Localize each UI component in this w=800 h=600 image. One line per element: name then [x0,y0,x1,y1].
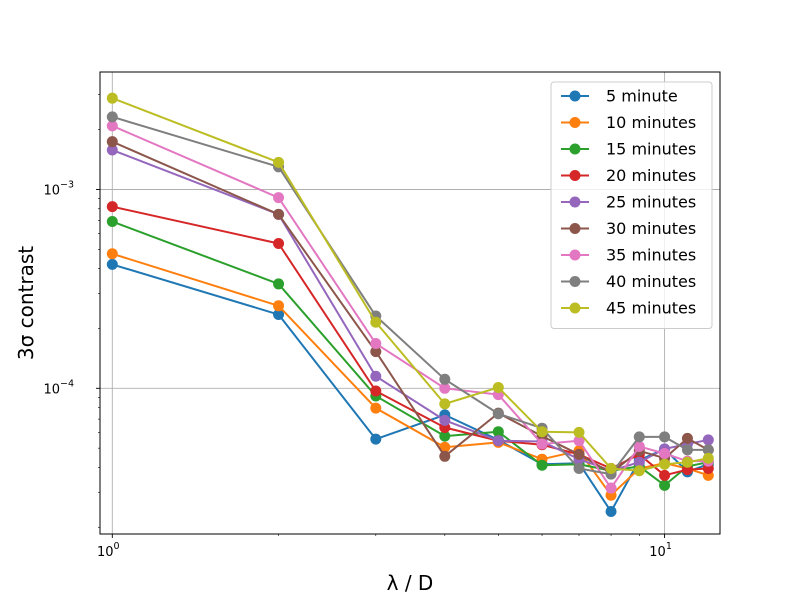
legend-label: 10 minutes [606,113,696,132]
legend-label: 20 minutes [606,166,696,185]
series-9 [106,92,714,477]
legend-label: 15 minutes [606,140,696,159]
data-point [273,208,285,220]
data-point [681,456,693,468]
data-point [370,316,382,328]
data-point [633,456,645,468]
data-point [492,408,504,420]
data-point [106,216,118,228]
legend-marker [569,170,581,181]
legend-entry: 5 minute [561,87,678,106]
y-tick-exponent: −4 [60,378,74,389]
legend-marker [569,302,581,314]
data-point [702,444,714,456]
legend-marker [569,143,581,155]
data-point [659,448,671,459]
data-point [439,430,451,442]
data-point [106,144,118,156]
data-point [659,431,671,443]
data-point [573,463,585,475]
data-point [439,398,451,410]
data-point [633,431,645,443]
data-point [681,432,693,444]
legend-label: 25 minutes [606,193,696,212]
data-point [492,381,504,393]
data-point [659,479,671,491]
legend-entry: 15 minutes [561,140,696,159]
data-point [492,426,504,438]
legend-marker [569,276,581,287]
x-tick-exponent: 0 [114,541,120,552]
legend-entry: 35 minutes [561,246,696,265]
data-point [370,402,382,414]
data-point [702,452,714,464]
legend-entry: 20 minutes [561,166,696,185]
data-point [439,373,451,385]
data-point [681,444,693,456]
data-point [605,482,617,494]
legend-entry: 10 minutes [561,113,696,132]
data-point [605,463,617,475]
y-tick-exponent: −3 [60,180,74,191]
legend-entry: 30 minutes [561,219,696,238]
data-point [106,111,118,123]
x-tick-exponent: 1 [666,541,672,552]
data-point [106,120,118,132]
legend-marker [569,90,581,102]
data-point [273,278,285,290]
data-point [370,338,382,350]
legend: 5 minute 10 minutes 15 minutes 20 minutes 25… [550,81,713,329]
data-point [633,465,645,477]
data-point [106,92,118,104]
legend-marker [569,117,581,128]
data-point [439,450,451,462]
data-point [536,459,548,471]
legend-box [550,81,713,329]
data-point [370,385,382,397]
legend-label: 40 minutes [606,272,696,291]
data-point [106,136,118,148]
data-point [659,458,671,470]
data-point [370,370,382,382]
y-axis-label: 3σ contrast [14,246,38,360]
data-point [370,433,382,445]
legend-label: 35 minutes [606,246,696,265]
legend-marker [569,249,581,261]
data-point [536,438,548,450]
legend-entry: 25 minutes [561,193,696,212]
data-point [273,300,285,312]
data-point [573,448,585,460]
data-point [273,156,285,168]
data-point [370,346,382,358]
data-point [106,248,118,260]
legend-label: 45 minutes [606,299,696,318]
data-point [106,258,118,270]
x-axis-label: λ / D [387,571,434,595]
data-point [702,434,714,446]
data-point [536,426,548,438]
data-point [273,238,285,250]
plot-frame [99,71,721,535]
series-group [106,92,714,518]
data-point [273,309,285,321]
data-point [273,192,285,204]
data-point [633,440,645,452]
data-point [659,469,671,481]
data-point [439,414,451,426]
data-point [492,435,504,447]
legend-label: 30 minutes [606,219,696,238]
data-point [439,382,451,394]
data-point [573,435,585,447]
legend-label: 5 minute [606,87,678,106]
data-point [573,426,585,438]
data-point [605,506,617,518]
data-point [106,201,118,213]
legend-entry: 45 minutes [561,299,696,318]
data-point [439,441,451,453]
legend-marker [569,196,581,208]
legend-marker [569,223,581,234]
legend-entry: 40 minutes [561,272,696,291]
